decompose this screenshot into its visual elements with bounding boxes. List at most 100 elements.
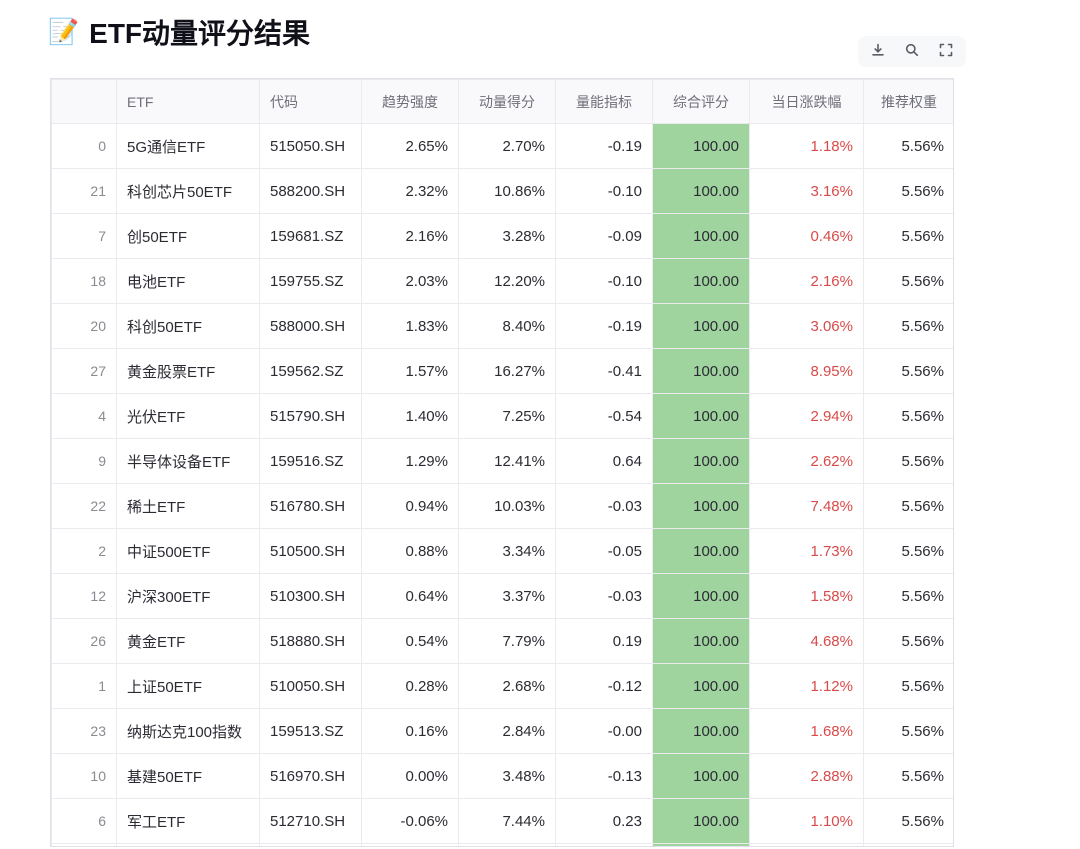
cell-code[interactable] [259,843,362,846]
cell-score[interactable]: 100.00 [652,123,750,169]
column-header[interactable]: 量能指标 [555,79,653,124]
cell-etf-name[interactable]: 中证500ETF [116,528,260,574]
cell-volume[interactable]: -0.05 [555,528,653,574]
cell-trend[interactable]: 0.64% [361,573,459,619]
cell-weight[interactable]: 5.56% [863,618,953,664]
cell-etf-name[interactable]: 5G通信ETF [116,123,260,169]
cell-change[interactable]: 1.68% [749,708,864,754]
cell-trend[interactable]: -0.06% [361,798,459,844]
cell-volume[interactable]: -0.10 [555,258,653,304]
cell-code[interactable]: 159562.SZ [259,348,362,394]
cell-etf-name[interactable]: 基建50ETF [116,753,260,799]
cell-change[interactable]: 8.95% [749,348,864,394]
column-header[interactable]: 趋势强度 [361,79,459,124]
cell-volume[interactable]: 0.64 [555,438,653,484]
cell-volume[interactable]: -0.09 [555,213,653,259]
cell-score[interactable]: 100.00 [652,258,750,304]
cell-change[interactable]: 0.46% [749,213,864,259]
cell-etf-name[interactable]: 科创芯片50ETF [116,168,260,214]
cell-row-index[interactable]: 27 [51,348,117,394]
cell-volume[interactable]: 0.23 [555,798,653,844]
cell-momentum[interactable]: 3.34% [458,528,556,574]
cell-code[interactable]: 588000.SH [259,303,362,349]
cell-weight[interactable]: 5.56% [863,303,953,349]
cell-code[interactable]: 510500.SH [259,528,362,574]
cell-etf-name[interactable]: 电池ETF [116,258,260,304]
cell-code[interactable]: 515790.SH [259,393,362,439]
cell-momentum[interactable] [458,843,556,846]
cell-code[interactable]: 516780.SH [259,483,362,529]
cell-etf-name[interactable]: 上证50ETF [116,663,260,709]
cell-trend[interactable]: 0.16% [361,708,459,754]
cell-score[interactable]: 100.00 [652,393,750,439]
cell-change[interactable]: 3.06% [749,303,864,349]
cell-row-index[interactable]: 18 [51,258,117,304]
cell-score[interactable]: 100.00 [652,708,750,754]
cell-change[interactable]: 1.73% [749,528,864,574]
cell-row-index[interactable] [51,843,117,846]
cell-trend[interactable]: 2.32% [361,168,459,214]
cell-row-index[interactable]: 4 [51,393,117,439]
cell-score[interactable]: 100.00 [652,618,750,664]
cell-volume[interactable]: -0.41 [555,348,653,394]
cell-volume[interactable]: -0.13 [555,753,653,799]
cell-volume[interactable]: -0.19 [555,123,653,169]
cell-momentum[interactable]: 7.79% [458,618,556,664]
cell-trend[interactable]: 0.94% [361,483,459,529]
cell-momentum[interactable]: 12.41% [458,438,556,484]
cell-etf-name[interactable]: 稀土ETF [116,483,260,529]
cell-code[interactable]: 159755.SZ [259,258,362,304]
cell-change[interactable]: 1.18% [749,123,864,169]
cell-trend[interactable]: 1.57% [361,348,459,394]
cell-momentum[interactable]: 3.28% [458,213,556,259]
cell-momentum[interactable]: 10.03% [458,483,556,529]
cell-row-index[interactable]: 1 [51,663,117,709]
cell-score[interactable]: 100.00 [652,573,750,619]
cell-change[interactable]: 2.88% [749,753,864,799]
column-header[interactable]: 动量得分 [458,79,556,124]
cell-etf-name[interactable] [116,843,260,846]
cell-etf-name[interactable]: 半导体设备ETF [116,438,260,484]
cell-trend[interactable]: 0.28% [361,663,459,709]
cell-score[interactable]: 100.00 [652,753,750,799]
cell-score[interactable]: 100.00 [652,438,750,484]
cell-row-index[interactable]: 7 [51,213,117,259]
cell-weight[interactable]: 5.56% [863,483,953,529]
cell-code[interactable]: 510050.SH [259,663,362,709]
cell-code[interactable]: 159681.SZ [259,213,362,259]
cell-code[interactable]: 510300.SH [259,573,362,619]
cell-weight[interactable]: 5.56% [863,123,953,169]
cell-score[interactable]: 100.00 [652,798,750,844]
cell-momentum[interactable]: 3.37% [458,573,556,619]
cell-etf-name[interactable]: 黄金ETF [116,618,260,664]
cell-volume[interactable]: -0.00 [555,708,653,754]
cell-weight[interactable]: 5.56% [863,528,953,574]
cell-change[interactable]: 7.48% [749,483,864,529]
cell-change[interactable]: 4.68% [749,618,864,664]
cell-trend[interactable]: 2.03% [361,258,459,304]
cell-code[interactable]: 518880.SH [259,618,362,664]
cell-momentum[interactable]: 7.44% [458,798,556,844]
cell-momentum[interactable]: 2.70% [458,123,556,169]
column-header[interactable]: ETF [116,79,260,124]
cell-volume[interactable]: -0.03 [555,483,653,529]
cell-trend[interactable]: 1.40% [361,393,459,439]
cell-weight[interactable]: 5.56% [863,393,953,439]
cell-volume[interactable]: -0.10 [555,168,653,214]
cell-change[interactable] [749,843,864,846]
cell-weight[interactable] [863,843,953,846]
search-button[interactable] [898,39,926,64]
cell-score[interactable]: 100.00 [652,483,750,529]
cell-weight[interactable]: 5.56% [863,168,953,214]
cell-volume[interactable]: -0.19 [555,303,653,349]
cell-code[interactable]: 588200.SH [259,168,362,214]
cell-momentum[interactable]: 10.86% [458,168,556,214]
cell-etf-name[interactable]: 军工ETF [116,798,260,844]
cell-row-index[interactable]: 23 [51,708,117,754]
cell-code[interactable]: 159513.SZ [259,708,362,754]
cell-weight[interactable]: 5.56% [863,348,953,394]
cell-trend[interactable]: 0.00% [361,753,459,799]
cell-change[interactable]: 2.16% [749,258,864,304]
cell-score[interactable]: 100.00 [652,348,750,394]
cell-row-index[interactable]: 9 [51,438,117,484]
